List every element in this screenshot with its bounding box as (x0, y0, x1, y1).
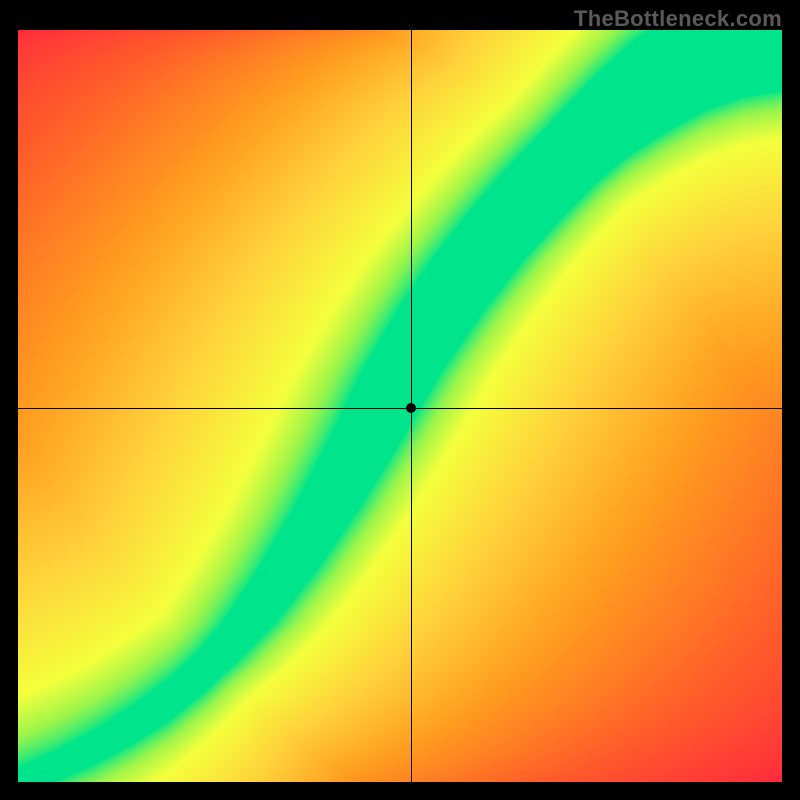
crosshair-horizontal (18, 408, 782, 409)
crosshair-marker (406, 403, 416, 413)
heatmap-canvas (18, 30, 782, 782)
heatmap-plot (18, 30, 782, 782)
chart-container: TheBottleneck.com (0, 0, 800, 800)
watermark-label: TheBottleneck.com (574, 6, 782, 32)
